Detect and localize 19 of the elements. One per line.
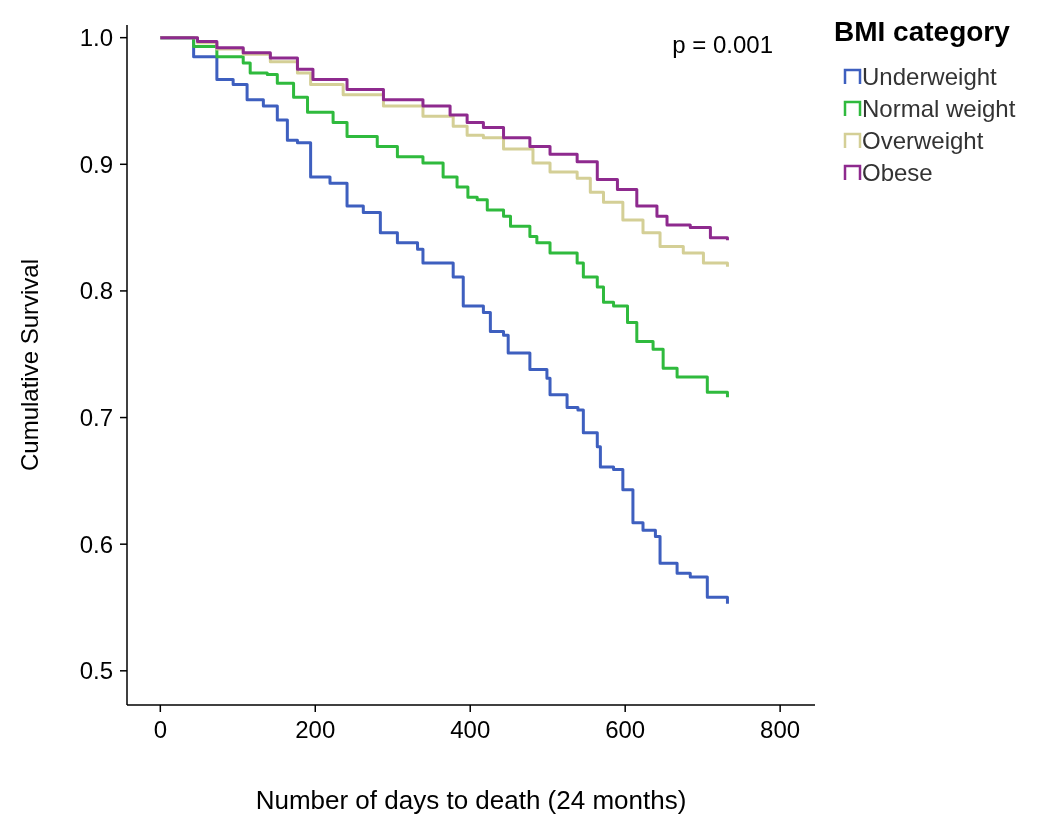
y-tick-label: 1.0 <box>79 24 113 52</box>
x-tick-label: 400 <box>450 716 491 743</box>
x-axis-title: Number of days to death (24 months) <box>255 785 687 814</box>
y-tick-label: 0.7 <box>79 403 113 431</box>
y-tick-label: 0.6 <box>79 530 113 558</box>
legend-label: Underweight <box>862 63 998 91</box>
x-tick-label: 600 <box>605 716 646 743</box>
y-tick-label: 0.5 <box>79 657 113 685</box>
legend-label: Normal weight <box>862 95 1016 123</box>
legend-title: BMI category <box>834 16 1011 47</box>
x-tick-label: 200 <box>295 716 336 743</box>
y-tick-label: 0.8 <box>79 277 113 305</box>
legend-label: Obese <box>862 159 933 187</box>
y-axis-title: Cumulative Survival <box>16 258 43 472</box>
y-tick-label: 0.9 <box>79 150 113 178</box>
x-tick-label: 800 <box>760 716 801 743</box>
legend-label: Overweight <box>862 127 984 155</box>
x-tick-label: 0 <box>153 716 167 743</box>
annotation: p = 0.001 <box>672 31 773 58</box>
